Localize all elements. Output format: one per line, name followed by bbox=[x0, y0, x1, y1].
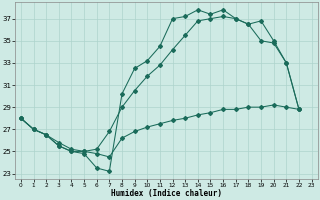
X-axis label: Humidex (Indice chaleur): Humidex (Indice chaleur) bbox=[111, 189, 222, 198]
